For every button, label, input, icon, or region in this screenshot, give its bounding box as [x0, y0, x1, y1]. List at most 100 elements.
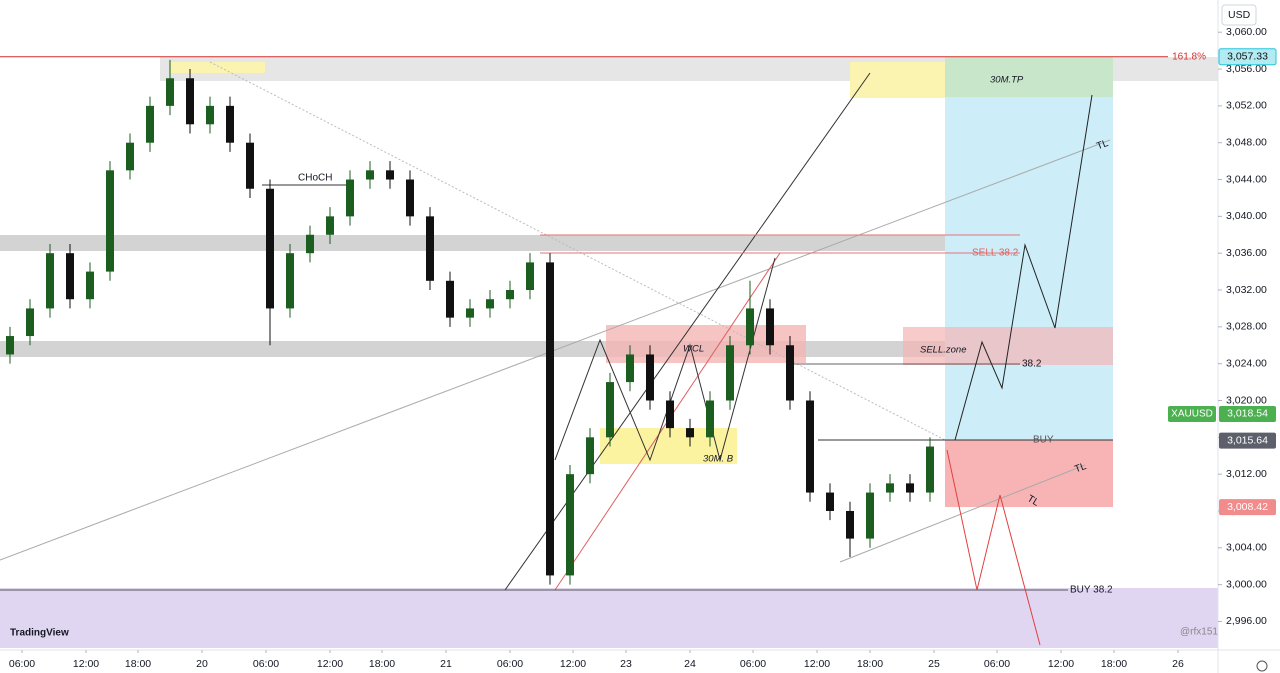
candle-body [146, 105, 154, 143]
candle-body [706, 400, 714, 438]
annotation: 38.2 [1022, 359, 1042, 370]
candle-body [306, 234, 314, 254]
x-tick-label: 06:00 [253, 658, 279, 670]
settings-icon[interactable] [1256, 660, 1268, 672]
y-tick-label: 3,020.00 [1226, 394, 1267, 406]
projection [954, 94, 1093, 441]
drawings: CHoCH WCL 30M. B SELL.zone 38.2 30M.TP S… [0, 56, 1218, 648]
stop-area [945, 440, 1113, 507]
candle-body [406, 179, 414, 217]
candle-body [326, 216, 334, 235]
x-tick-label: 12:00 [804, 658, 830, 670]
y-tick-label: 3,024.00 [1226, 357, 1267, 369]
y-tick-label: 3,012.00 [1226, 468, 1267, 480]
currency-button[interactable] [1221, 4, 1257, 26]
annotation: TL [1095, 138, 1110, 152]
candle-body [466, 308, 474, 318]
x-tick-label: 26 [1172, 658, 1184, 670]
annotation: CHoCH [298, 173, 332, 184]
watermark: TradingView [10, 628, 69, 639]
wcl-zone [606, 325, 806, 363]
annotation: SELL.zone [920, 345, 966, 356]
candle-body [486, 299, 494, 309]
tp-area [945, 57, 1113, 97]
candle-body [666, 400, 674, 429]
candle-body [686, 428, 694, 438]
yellow-zone [850, 62, 945, 98]
y-tick-label: 3,000.00 [1226, 578, 1267, 590]
candle-body [546, 262, 554, 576]
x-tick-label: 12:00 [317, 658, 343, 670]
candle-body [346, 179, 354, 217]
y-tick-label: 3,036.00 [1226, 247, 1267, 259]
candle-body [386, 170, 394, 180]
candle-body [126, 142, 134, 171]
x-tick-label: 12:00 [73, 658, 99, 670]
price-tag-label: 3,008.42 [1227, 501, 1268, 513]
x-tick-label: 18:00 [857, 658, 883, 670]
price-tag [1219, 432, 1276, 449]
yellow-zone [170, 62, 265, 73]
candle-body [66, 253, 74, 300]
annotation: 30M. B [703, 454, 734, 465]
candle-body [786, 345, 794, 401]
y-tick-label: 3,004.00 [1226, 542, 1267, 554]
target-area [945, 57, 1113, 440]
trend-line [839, 464, 1086, 563]
x-tick-label: 06:00 [9, 658, 35, 670]
candle-body [246, 142, 254, 189]
x-tick-label: 12:00 [560, 658, 586, 670]
annotation: BUY 38.2 [1070, 585, 1113, 596]
y-tick-label: 3,048.00 [1226, 136, 1267, 148]
candle-body [526, 262, 534, 291]
y-tick-label: 3,028.00 [1226, 321, 1267, 333]
annotation: SELL 38.2 [972, 248, 1019, 259]
dotted-line [209, 61, 946, 441]
sell-zone [903, 327, 1113, 365]
price-tag [1219, 405, 1276, 422]
price-tag-label: 3,015.64 [1227, 434, 1268, 446]
watermark: @rfx151 [1180, 627, 1218, 638]
candle-body [806, 400, 814, 493]
candles [6, 59, 934, 585]
candle-body [746, 308, 754, 346]
candle-body [626, 354, 634, 383]
candle-body [366, 170, 374, 180]
candle-body [106, 170, 114, 272]
candle-body [426, 216, 434, 281]
candle-body [766, 308, 774, 346]
candle-body [826, 492, 834, 511]
candle-body [186, 78, 194, 125]
x-tick-label: 21 [440, 658, 452, 670]
candle-body [166, 78, 174, 106]
candle-body [506, 290, 514, 300]
candle-body [46, 253, 54, 309]
x-tick-label: 06:00 [497, 658, 523, 670]
currency[interactable]: USD [1228, 9, 1251, 21]
y-tick-label: 3,032.00 [1226, 284, 1267, 296]
candle-body [206, 105, 214, 125]
y-tick-label: 3,052.00 [1226, 100, 1267, 112]
price-tag [1218, 48, 1277, 66]
symbol-tag [1168, 405, 1216, 422]
x-tick-label: 06:00 [984, 658, 1010, 670]
x-tick-label: 25 [928, 658, 940, 670]
x-tick-label: 18:00 [369, 658, 395, 670]
fib-label: 161.8% [1172, 51, 1206, 62]
x-tick-label: 18:00 [125, 658, 151, 670]
price-tag [1219, 499, 1276, 516]
x-tick-label: 23 [620, 658, 632, 670]
candle-body [886, 483, 894, 493]
candle-body [866, 492, 874, 539]
annotation: BUY [1033, 435, 1054, 446]
candle-body [226, 105, 234, 143]
y-tick-label: 3,056.00 [1226, 63, 1267, 75]
annotation: WCL [683, 344, 704, 355]
candle-body [86, 271, 94, 300]
projection [946, 449, 1041, 646]
price-tag-label: 3,018.54 [1227, 408, 1268, 420]
channel-line [504, 72, 871, 591]
candle-body [846, 510, 854, 539]
x-tick-label: 12:00 [1048, 658, 1074, 670]
